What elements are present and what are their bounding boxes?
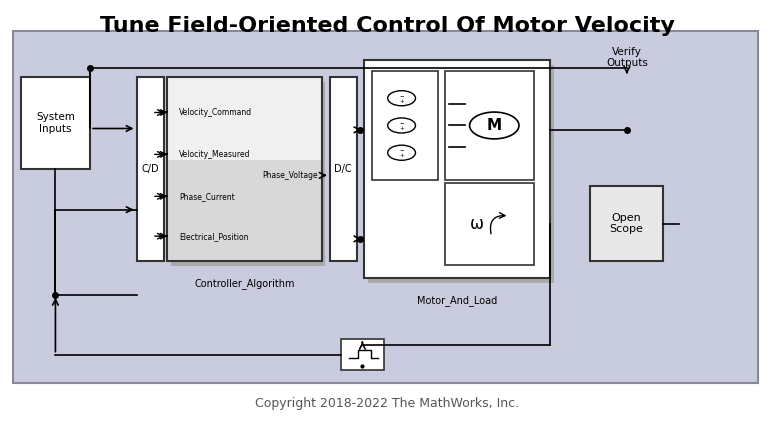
Bar: [364, 60, 549, 278]
Bar: [167, 77, 322, 160]
Bar: [170, 82, 325, 266]
Bar: [13, 31, 758, 383]
Text: −
+: − +: [399, 147, 404, 158]
Text: M: M: [487, 118, 502, 133]
Text: Copyright 2018-2022 The MathWorks, Inc.: Copyright 2018-2022 The MathWorks, Inc.: [256, 397, 519, 410]
Bar: [588, 77, 666, 169]
Text: Phase_Current: Phase_Current: [179, 192, 235, 201]
Text: D/C: D/C: [334, 164, 352, 174]
Circle shape: [388, 91, 415, 106]
Circle shape: [388, 118, 415, 133]
Text: Velocity_Measured: Velocity_Measured: [179, 150, 250, 159]
Bar: [329, 77, 356, 261]
Text: −
+: − +: [399, 120, 404, 131]
Bar: [341, 339, 384, 370]
Bar: [136, 77, 164, 261]
Bar: [446, 71, 534, 180]
Text: System
Inputs: System Inputs: [36, 112, 75, 134]
Text: Verify
Outputs: Verify Outputs: [606, 47, 648, 68]
Bar: [21, 77, 90, 169]
Text: C/D: C/D: [141, 164, 159, 174]
Bar: [590, 186, 663, 261]
Bar: [372, 71, 438, 180]
Circle shape: [388, 145, 415, 160]
Text: −
+: − +: [399, 93, 404, 104]
Bar: [167, 160, 322, 261]
Text: Open
Scope: Open Scope: [610, 213, 643, 234]
Bar: [446, 183, 534, 265]
Text: Electrical_Position: Electrical_Position: [179, 232, 249, 241]
Circle shape: [470, 112, 519, 139]
Text: ω: ω: [470, 215, 484, 233]
Bar: [167, 77, 322, 261]
Text: Motor_And_Load: Motor_And_Load: [417, 295, 497, 306]
Text: Controller_Algorithm: Controller_Algorithm: [195, 278, 295, 289]
Text: Phase_Voltage: Phase_Voltage: [263, 171, 318, 180]
Text: Tune Field-Oriented Control Of Motor Velocity: Tune Field-Oriented Control Of Motor Vel…: [100, 16, 675, 36]
Text: Velocity_Command: Velocity_Command: [179, 108, 252, 117]
Bar: [368, 65, 553, 283]
